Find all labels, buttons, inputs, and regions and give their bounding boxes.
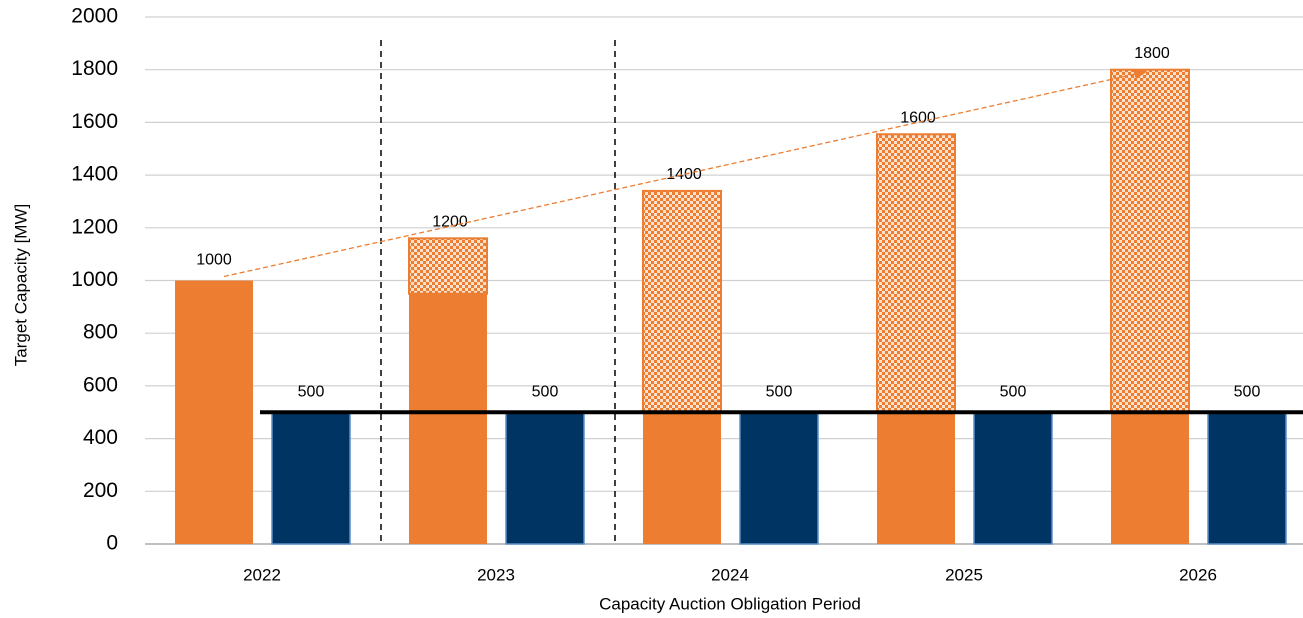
y-tick-label: 1600 — [71, 110, 118, 133]
bar — [505, 411, 585, 545]
y-tick-label: 400 — [83, 426, 118, 449]
bar-segment-projected — [408, 237, 488, 295]
x-tick-label: 2025 — [945, 565, 983, 584]
bar — [271, 411, 351, 545]
y-tick-label: 200 — [83, 479, 118, 502]
bar — [409, 293, 487, 544]
x-axis-title: Capacity Auction Obligation Period — [599, 594, 861, 613]
value-label: 500 — [298, 383, 325, 400]
trend-arrow — [223, 69, 1148, 278]
bar-segment-projected — [1110, 68, 1190, 414]
y-tick-label: 800 — [83, 321, 118, 344]
stack-label: 1800 — [1134, 45, 1170, 62]
bar — [1111, 412, 1189, 544]
stack-label: 1600 — [900, 109, 936, 126]
bar — [739, 411, 819, 545]
y-tick-label: 1400 — [71, 163, 118, 186]
y-axis-title: Target Capacity [MW] — [11, 204, 30, 367]
bar — [175, 280, 253, 544]
bar — [643, 412, 721, 544]
y-tick-label: 600 — [83, 373, 118, 396]
x-tick-label: 2024 — [711, 565, 749, 584]
value-label: 500 — [532, 383, 559, 400]
bar-segment-projected — [876, 133, 956, 414]
stack-label: 1400 — [666, 166, 702, 183]
x-tick-label: 2026 — [1179, 565, 1217, 584]
bar — [877, 412, 955, 544]
bar — [973, 411, 1053, 545]
y-tick-label: 1800 — [71, 57, 118, 80]
value-label: 1000 — [196, 252, 232, 269]
y-tick-label: 1200 — [71, 215, 118, 238]
y-tick-label: 2000 — [71, 5, 118, 28]
x-tick-label: 2023 — [477, 565, 515, 584]
y-tick-label: 1000 — [71, 268, 118, 291]
bar — [1207, 411, 1287, 545]
value-label: 500 — [766, 383, 793, 400]
bar-segment-projected — [642, 189, 722, 414]
value-label: 500 — [1000, 383, 1027, 400]
stack-label: 1200 — [432, 214, 468, 231]
x-tick-label: 2022 — [243, 565, 281, 584]
value-label: 500 — [1234, 383, 1261, 400]
y-tick-label: 0 — [106, 532, 118, 555]
